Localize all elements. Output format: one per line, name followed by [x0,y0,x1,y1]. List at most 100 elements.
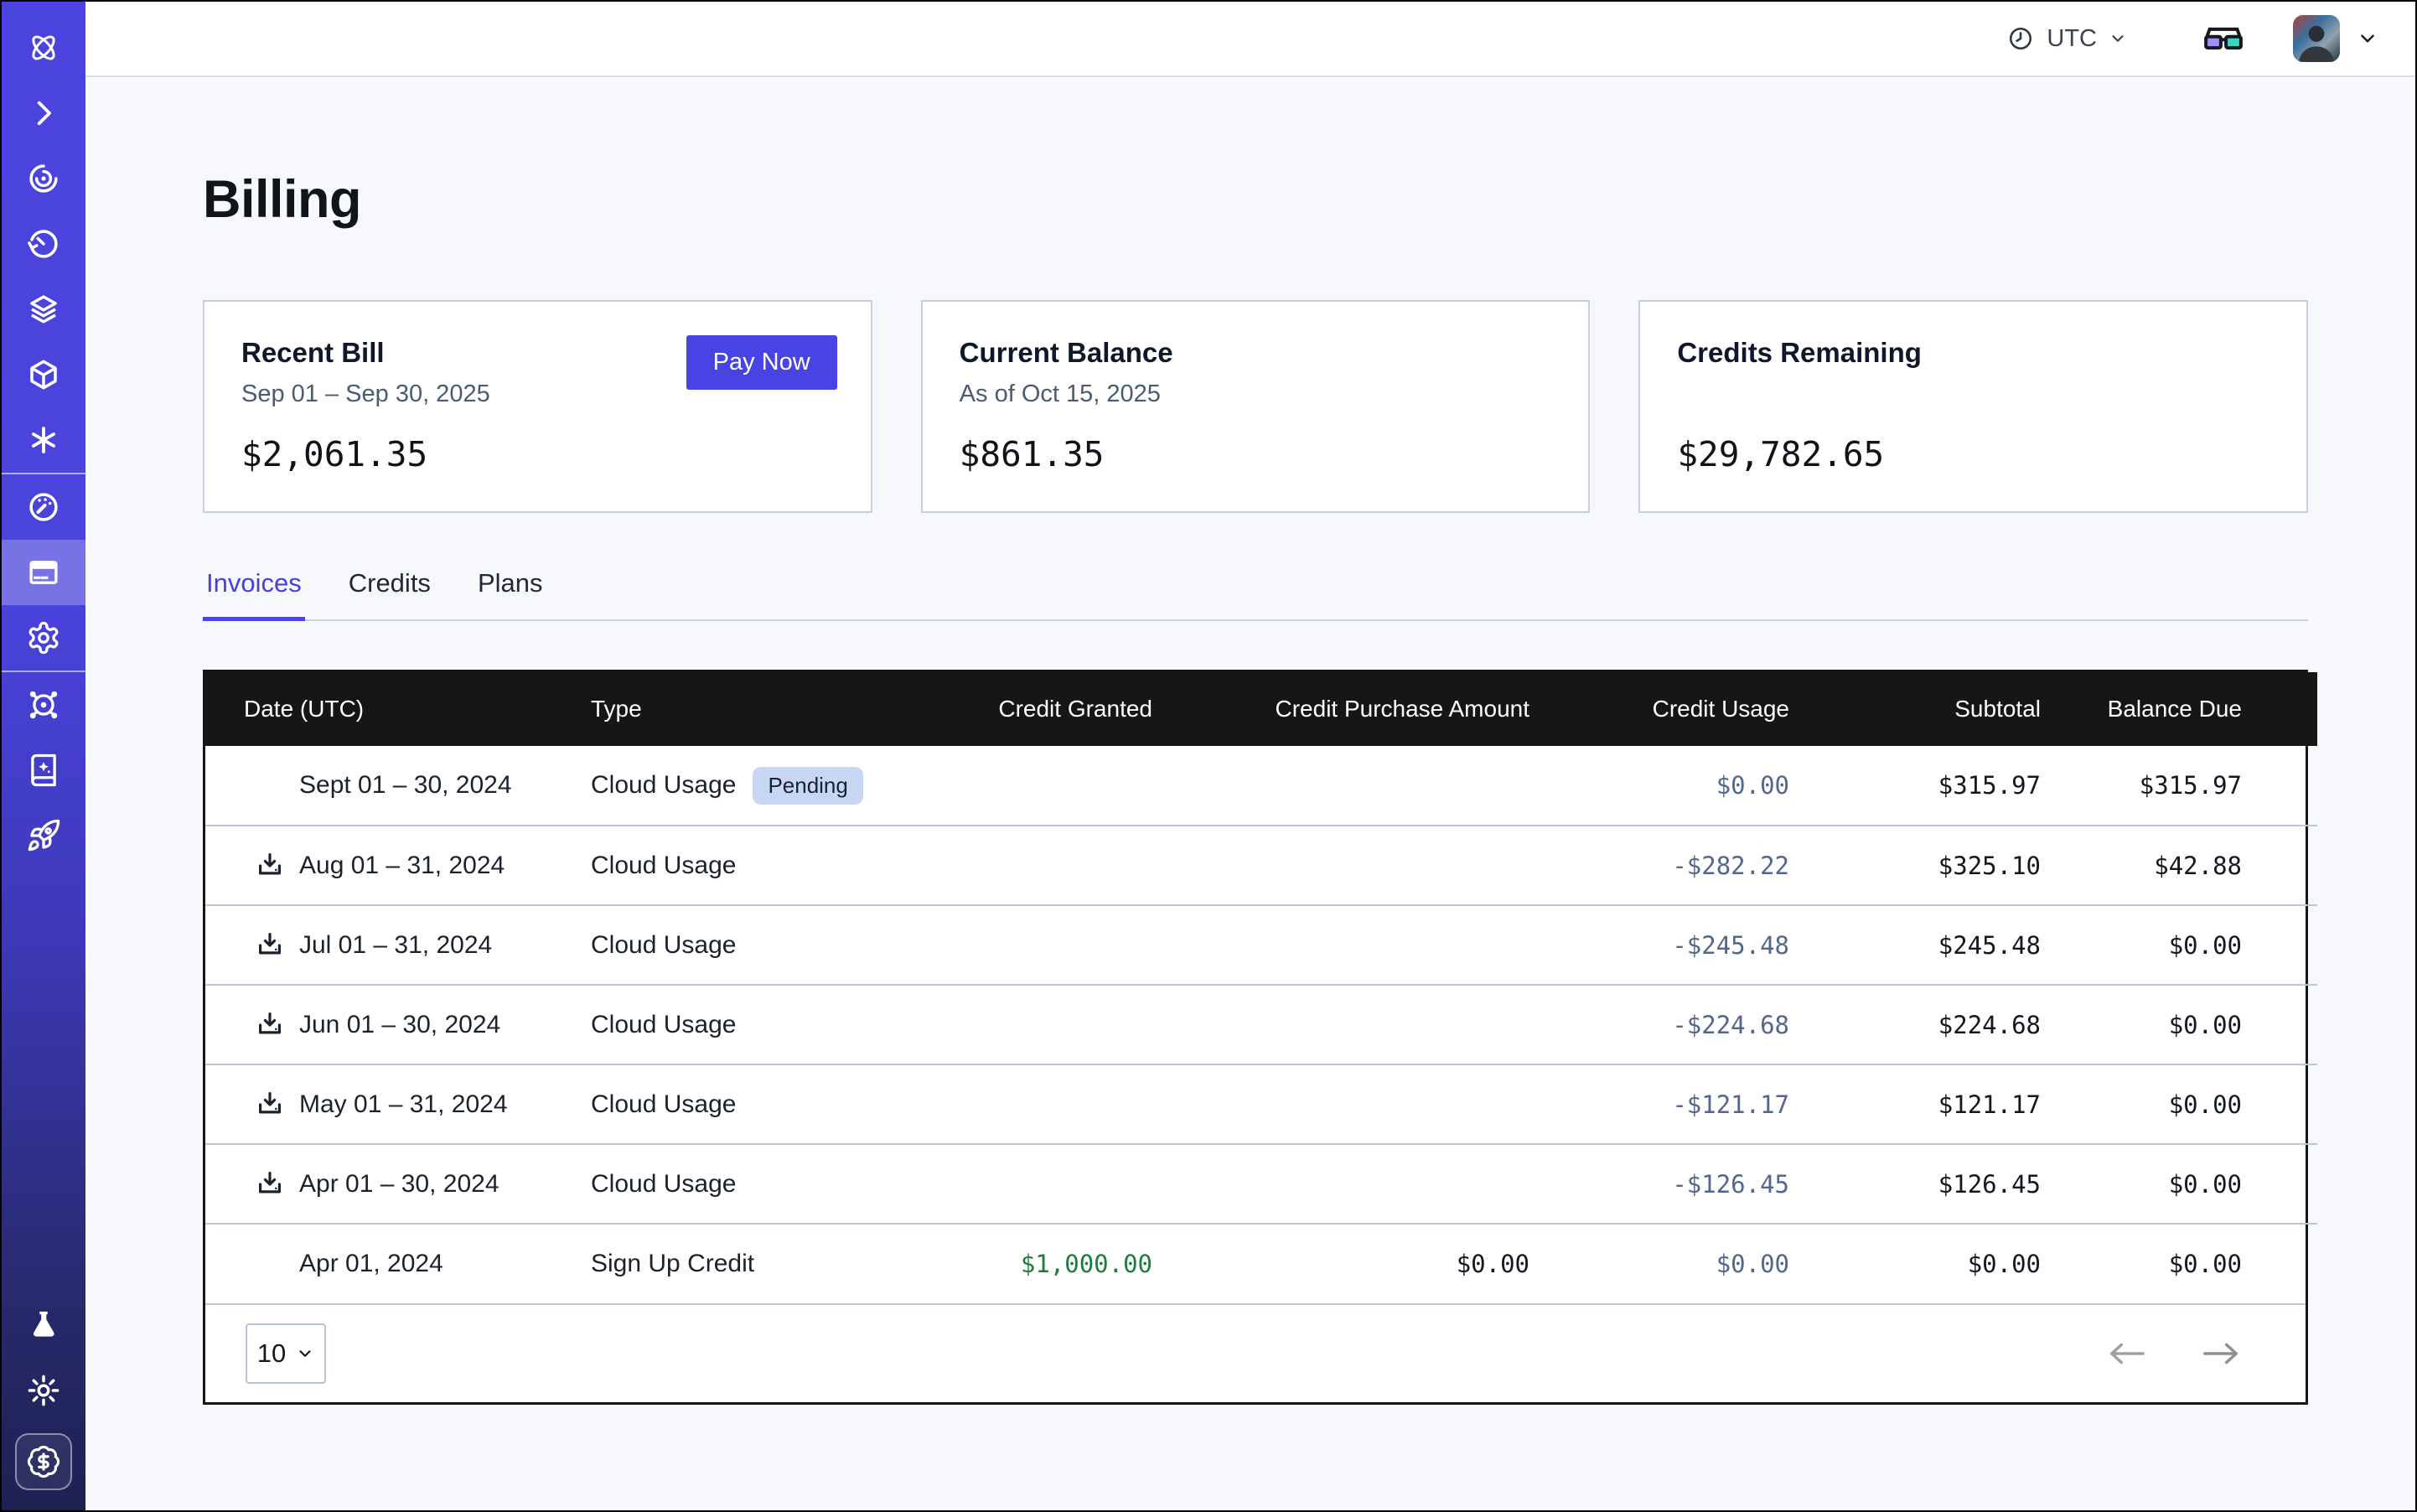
cell-credit-granted [943,1064,1186,1144]
sidebar-button-usage-gauge[interactable] [2,474,85,540]
sidebar-button-cube[interactable] [2,342,85,407]
credits-remaining-amount: $29,782.65 [1677,434,2269,476]
gear-icon [26,620,61,655]
cell-subtotal: $325.10 [1823,826,2074,905]
cell-type: Cloud UsagePending [591,746,943,826]
chevron-right-icon [26,96,61,131]
cell-credit-purchase [1186,1064,1563,1144]
column-header: Subtotal [1823,672,2074,746]
cell-credit-granted: $1,000.00 [943,1224,1186,1303]
book-sparkle-icon [26,753,61,788]
table-row: Apr 01 – 30, 2024Cloud Usage-$126.45$126… [205,1144,2317,1224]
cell-type: Cloud Usage [591,1144,943,1224]
dollar-badge-icon [26,1444,61,1479]
sidebar-button-layers[interactable] [2,277,85,342]
sidebar-button-docs[interactable] [2,738,85,803]
sidebar-logo-button[interactable] [2,15,85,80]
cell-date: Sept 01 – 30, 2024 [205,746,591,826]
download-invoice-button[interactable] [254,850,299,882]
table-row: May 01 – 31, 2024Cloud Usage-$121.17$121… [205,1064,2317,1144]
cell-credit-granted [943,746,1186,826]
cell-balance-due: $0.00 [2074,985,2317,1064]
tab-credits[interactable]: Credits [345,568,434,621]
cell-credit-usage: -$224.68 [1563,985,1823,1064]
cell-type: Cloud Usage [591,1064,943,1144]
column-header: Credit Granted [943,672,1186,746]
sidebar-button-labs[interactable] [2,1292,85,1358]
sidebar-button-theme[interactable] [2,1358,85,1423]
current-balance-card: Current Balance As of Oct 15, 2025 $861.… [921,300,1591,513]
timezone-label: UTC [2047,25,2097,53]
cell-subtotal: $245.48 [1823,905,2074,985]
current-balance-amount: $861.35 [960,434,1552,476]
cell-date: Apr 01, 2024 [205,1224,591,1303]
cell-credit-granted [943,826,1186,905]
cell-credit-granted [943,905,1186,985]
sidebar-button-billing[interactable] [2,540,85,605]
tab-invoices[interactable]: Invoices [203,568,305,621]
avatar-photo [2293,15,2340,62]
timezone-selector[interactable]: UTC [2006,24,2127,53]
download-icon [254,850,286,882]
tab-plans[interactable]: Plans [474,568,546,621]
invoice-period: May 01 – 31, 2024 [299,1090,508,1119]
pagination [2108,1340,2240,1367]
download-invoice-button[interactable] [254,1168,299,1200]
chevron-down-icon [2109,29,2127,48]
arrow-right-icon [2202,1340,2240,1367]
sidebar-button-timer[interactable] [2,211,85,277]
sidebar-button-asterisk[interactable] [2,407,85,473]
sidebar-button-launch[interactable] [2,803,85,868]
download-invoice-button[interactable] [254,1009,299,1041]
sidebar-expand-button[interactable] [2,80,85,146]
column-header: Credit Purchase Amount [1186,672,1563,746]
cell-subtotal: $315.97 [1823,746,2074,826]
download-invoice-button[interactable] [254,929,299,961]
sidebar-button-observe[interactable] [2,146,85,211]
invoice-period: Apr 01, 2024 [299,1250,443,1278]
3d-glasses-icon [2201,22,2246,55]
user-menu-button[interactable] [2357,28,2378,49]
sidebar-button-support[interactable] [2,672,85,738]
cube-icon [26,357,61,392]
cell-subtotal: $224.68 [1823,985,2074,1064]
table-body: Sept 01 – 30, 2024 Cloud UsagePending $0.0… [205,746,2317,1303]
invoice-period: Jun 01 – 30, 2024 [299,1011,500,1039]
previous-page-button[interactable] [2108,1340,2146,1367]
billing-tabs: Invoices Credits Plans [203,568,2308,621]
sidebar-button-settings[interactable] [2,605,85,671]
recent-bill-card: Recent Bill Sep 01 – Sep 30, 2025 $2,061… [203,300,872,513]
cell-balance-due: $42.88 [2074,826,2317,905]
invoice-period: Sept 01 – 30, 2024 [299,771,512,800]
next-page-button[interactable] [2202,1340,2240,1367]
app-window: UTC Billing [0,0,2417,1512]
invoice-type: Cloud Usage [591,852,736,880]
rocket-icon [26,818,61,853]
download-invoice-button[interactable] [254,1089,299,1121]
summary-cards: Recent Bill Sep 01 – Sep 30, 2025 $2,061… [203,300,2308,513]
column-header: Balance Due [2074,672,2317,746]
credits-badge-button[interactable] [15,1433,72,1490]
recent-bill-amount: $2,061.35 [241,434,834,476]
layers-icon [26,292,61,327]
topbar: UTC [85,2,2415,77]
main-content: Billing Recent Bill Sep 01 – Sep 30, 202… [85,77,2415,1510]
table-row: Aug 01 – 31, 2024Cloud Usage-$282.22$325… [205,826,2317,905]
avatar[interactable] [2293,15,2340,62]
invoice-type: Cloud Usage [591,931,736,960]
column-header: Credit Usage [1563,672,1823,746]
card-title: Credits Remaining [1677,337,2269,369]
pay-now-button[interactable]: Pay Now [686,335,837,390]
page-title: Billing [203,169,2308,230]
cell-subtotal: $121.17 [1823,1064,2074,1144]
table-row: Sept 01 – 30, 2024Cloud UsagePending$0.0… [205,746,2317,826]
cell-balance-due: $0.00 [2074,905,2317,985]
cell-credit-purchase [1186,826,1563,905]
balance-as-of: As of Oct 15, 2025 [960,381,1552,408]
reader-mode-button[interactable] [2201,22,2246,55]
download-icon [254,1089,286,1121]
cell-balance-due: $0.00 [2074,1144,2317,1224]
orbit-logo-icon [26,30,61,65]
page-size-select[interactable]: 10 [246,1323,326,1384]
cell-credit-granted [943,985,1186,1064]
